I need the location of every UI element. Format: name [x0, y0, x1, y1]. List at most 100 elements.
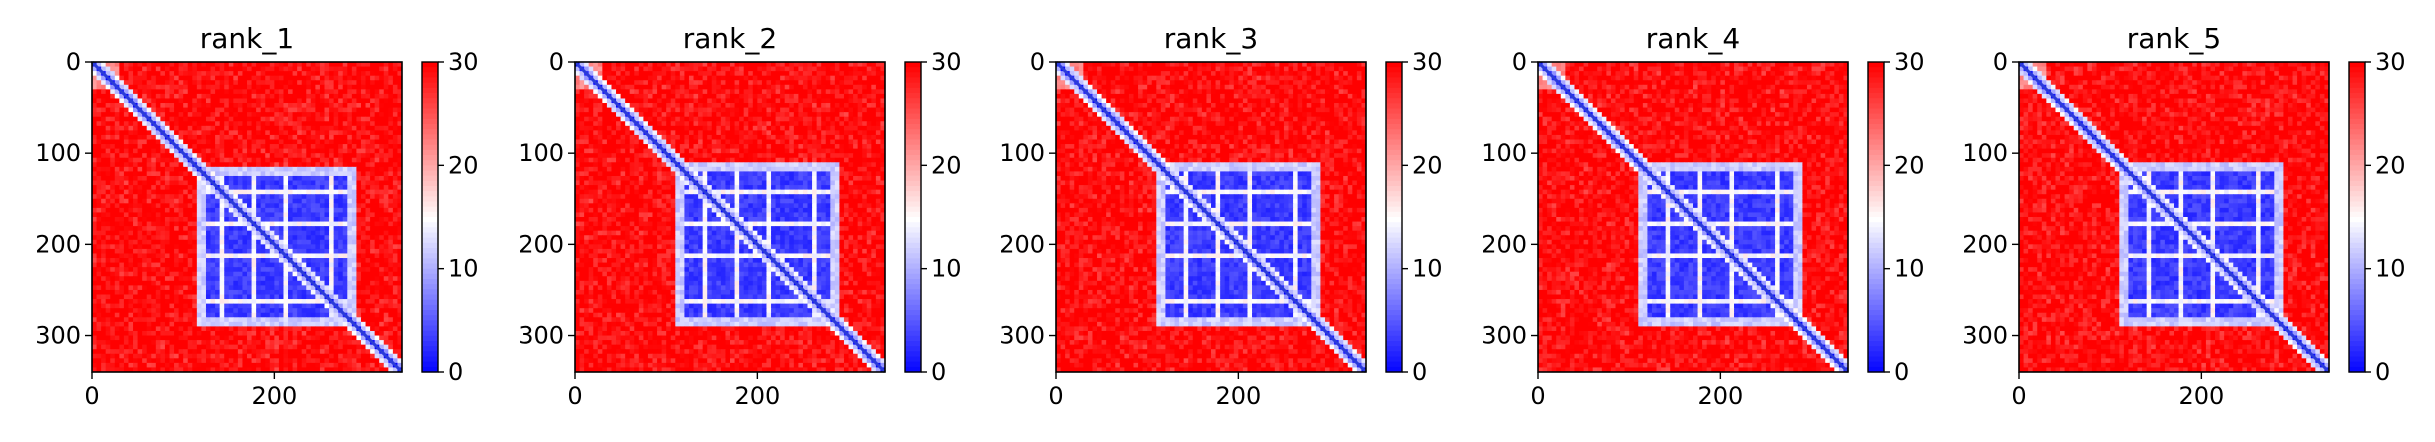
heatmap-cell [297, 103, 302, 108]
heatmap-cell [201, 135, 206, 140]
heatmap-cell [283, 67, 288, 72]
heatmap-cell [320, 354, 325, 359]
heatmap-cell [283, 208, 288, 213]
heatmap-cell [242, 222, 247, 227]
heatmap-cell [366, 235, 371, 240]
heatmap-cell [379, 358, 384, 363]
heatmap-cell [279, 336, 284, 341]
heatmap-cell [325, 226, 330, 231]
heatmap-cell [379, 194, 384, 199]
heatmap-cell [388, 331, 393, 336]
heatmap-cell [142, 345, 147, 350]
heatmap-cell [375, 217, 380, 222]
heatmap-cell [361, 322, 366, 327]
heatmap-cell [293, 89, 298, 94]
heatmap-cell [101, 313, 106, 318]
heatmap-cell [311, 98, 316, 103]
heatmap-cell [201, 121, 206, 126]
heatmap-cell [138, 244, 143, 249]
heatmap-cell [320, 190, 325, 195]
heatmap-cell [147, 130, 152, 135]
heatmap-cell [370, 181, 375, 186]
heatmap-cell [110, 190, 115, 195]
heatmap-cell [174, 208, 179, 213]
heatmap-cell [252, 140, 257, 145]
heatmap-cell [238, 162, 243, 167]
heatmap-cell [379, 89, 384, 94]
heatmap-cell [110, 153, 115, 158]
heatmap-cell [106, 308, 111, 313]
heatmap-cell [183, 217, 188, 222]
heatmap-cell [170, 345, 175, 350]
heatmap-cell [338, 89, 343, 94]
heatmap-cell [338, 354, 343, 359]
heatmap-cell [384, 322, 389, 327]
heatmap-cell [265, 85, 270, 90]
heatmap-cell [334, 103, 339, 108]
heatmap-cell [215, 263, 220, 268]
heatmap-cell [165, 340, 170, 345]
heatmap-cell [220, 167, 225, 172]
heatmap-cell [197, 103, 202, 108]
heatmap-cell [334, 285, 339, 290]
heatmap-cell [142, 140, 147, 145]
heatmap-cell [343, 212, 348, 217]
heatmap-cell [188, 349, 193, 354]
heatmap-cell [142, 322, 147, 327]
heatmap-cell [160, 212, 165, 217]
heatmap-cell [233, 308, 238, 313]
heatmap-cell [238, 253, 243, 258]
heatmap-cell [247, 253, 252, 258]
heatmap-cell [165, 281, 170, 286]
heatmap-cell [283, 313, 288, 318]
heatmap-cell [106, 317, 111, 322]
heatmap-cell [270, 203, 275, 208]
heatmap-cell [119, 121, 124, 126]
heatmap-cell [188, 322, 193, 327]
heatmap-cell [110, 326, 115, 331]
heatmap-cell [311, 112, 316, 117]
heatmap-cell [302, 135, 307, 140]
heatmap-cell [370, 153, 375, 158]
heatmap-cell [115, 276, 120, 281]
heatmap-cell [283, 226, 288, 231]
heatmap-cell [279, 358, 284, 363]
heatmap-cell [151, 208, 156, 213]
heatmap-cell [388, 235, 393, 240]
heatmap-cell [384, 208, 389, 213]
heatmap-cell [220, 149, 225, 154]
heatmap-cell [197, 140, 202, 145]
heatmap-cell [124, 363, 129, 368]
heatmap-cell [252, 153, 257, 158]
heatmap-cell [188, 103, 193, 108]
heatmap-cell [174, 162, 179, 167]
heatmap-cell [361, 208, 366, 213]
heatmap-cell [352, 171, 357, 176]
heatmap-cell [119, 336, 124, 341]
heatmap-cell [343, 181, 348, 186]
heatmap-cell [151, 363, 156, 368]
heatmap-cell [835, 71, 840, 76]
heatmap-cell [151, 149, 156, 154]
heatmap-cell [393, 240, 398, 245]
heatmap-cell [119, 135, 124, 140]
colorbar-segment [422, 191, 438, 197]
heatmap-cell [366, 80, 371, 85]
heatmap-cell [188, 98, 193, 103]
heatmap-cell [311, 176, 316, 181]
heatmap-cell [201, 208, 206, 213]
heatmap-cell [388, 322, 393, 327]
heatmap-cell [352, 226, 357, 231]
heatmap-cell [844, 76, 849, 81]
heatmap-cell [165, 285, 170, 290]
heatmap-cell [329, 98, 334, 103]
heatmap-cell [297, 308, 302, 313]
heatmap-cell [274, 272, 279, 277]
heatmap-cell [252, 167, 257, 172]
heatmap-cell [288, 85, 293, 90]
heatmap-cell [206, 89, 211, 94]
heatmap-cell [694, 76, 699, 81]
heatmap-cell [247, 313, 252, 318]
heatmap-cell [233, 89, 238, 94]
heatmap-cell [320, 76, 325, 81]
